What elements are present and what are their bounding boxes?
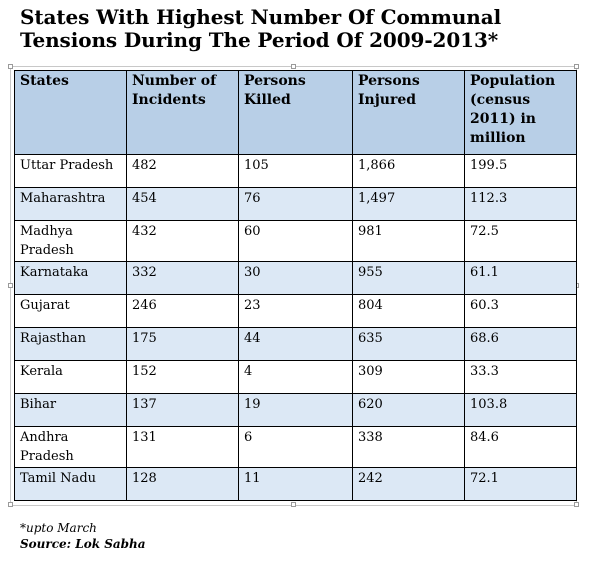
header-population: Population (census 2011) in million (464, 70, 577, 155)
cell-killed: 4 (238, 360, 353, 394)
title-line-1: States With Highest Number Of Communal (20, 5, 502, 29)
cell-injured: 338 (352, 426, 465, 468)
cell-population: 72.5 (464, 220, 577, 262)
cell-injured: 242 (352, 467, 465, 501)
resize-handle-top-center[interactable] (291, 64, 296, 69)
cell-population: 61.1 (464, 261, 577, 295)
table-row: Madhya Pradesh 432 60 981 72.5 (14, 220, 577, 262)
cell-population: 112.3 (464, 187, 577, 221)
header-states: States (14, 70, 127, 155)
cell-incidents: 128 (126, 467, 239, 501)
cell-population: 103.8 (464, 393, 577, 427)
cell-state: Gujarat (14, 294, 127, 328)
cell-population: 33.3 (464, 360, 577, 394)
table-row: Tamil Nadu 128 11 242 72.1 (14, 467, 577, 501)
states-table: States Number of Incidents Persons Kille… (14, 70, 577, 501)
resize-handle-top-right[interactable] (574, 64, 579, 69)
cell-incidents: 175 (126, 327, 239, 361)
cell-incidents: 137 (126, 393, 239, 427)
cell-state: Uttar Pradesh (14, 154, 127, 188)
cell-incidents: 131 (126, 426, 239, 468)
cell-incidents: 482 (126, 154, 239, 188)
header-injured: Persons Injured (352, 70, 465, 155)
table-row: Bihar 137 19 620 103.8 (14, 393, 577, 427)
cell-population: 199.5 (464, 154, 577, 188)
cell-incidents: 454 (126, 187, 239, 221)
cell-injured: 309 (352, 360, 465, 394)
cell-killed: 11 (238, 467, 353, 501)
cell-killed: 19 (238, 393, 353, 427)
footnote: *upto March (20, 521, 97, 535)
resize-handle-top-left[interactable] (8, 64, 13, 69)
cell-state: Rajasthan (14, 327, 127, 361)
cell-killed: 30 (238, 261, 353, 295)
cell-injured: 955 (352, 261, 465, 295)
table-row: Rajasthan 175 44 635 68.6 (14, 327, 577, 361)
header-killed: Persons Killed (238, 70, 353, 155)
table-row: Maharashtra 454 76 1,497 112.3 (14, 187, 577, 221)
cell-state: Bihar (14, 393, 127, 427)
cell-state: Tamil Nadu (14, 467, 127, 501)
table-row: Karnataka 332 30 955 61.1 (14, 261, 577, 295)
table-row: Kerala 152 4 309 33.3 (14, 360, 577, 394)
cell-incidents: 246 (126, 294, 239, 328)
resize-handle-bottom-center[interactable] (291, 502, 296, 507)
cell-injured: 620 (352, 393, 465, 427)
cell-killed: 6 (238, 426, 353, 468)
cell-injured: 635 (352, 327, 465, 361)
cell-killed: 44 (238, 327, 353, 361)
table-header-row: States Number of Incidents Persons Kille… (14, 70, 577, 155)
cell-state: Madhya Pradesh (14, 220, 127, 262)
cell-incidents: 152 (126, 360, 239, 394)
cell-injured: 981 (352, 220, 465, 262)
cell-injured: 1,497 (352, 187, 465, 221)
table-row: Gujarat 246 23 804 60.3 (14, 294, 577, 328)
table-row: Uttar Pradesh 482 105 1,866 199.5 (14, 154, 577, 188)
resize-handle-bottom-left[interactable] (8, 502, 13, 507)
cell-population: 60.3 (464, 294, 577, 328)
page-title: States With Highest Number Of Communal T… (20, 6, 580, 52)
cell-population: 84.6 (464, 426, 577, 468)
cell-killed: 60 (238, 220, 353, 262)
cell-population: 68.6 (464, 327, 577, 361)
cell-state: Kerala (14, 360, 127, 394)
cell-killed: 105 (238, 154, 353, 188)
cell-state: Maharashtra (14, 187, 127, 221)
cell-injured: 1,866 (352, 154, 465, 188)
cell-injured: 804 (352, 294, 465, 328)
cell-killed: 23 (238, 294, 353, 328)
cell-population: 72.1 (464, 467, 577, 501)
cell-state: Andhra Pradesh (14, 426, 127, 468)
resize-handle-middle-left[interactable] (8, 283, 13, 288)
cell-incidents: 332 (126, 261, 239, 295)
cell-killed: 76 (238, 187, 353, 221)
cell-incidents: 432 (126, 220, 239, 262)
title-line-2: Tensions During The Period Of 2009-2013* (20, 28, 499, 52)
source-note: Source: Lok Sabha (20, 537, 146, 551)
cell-state: Karnataka (14, 261, 127, 295)
resize-handle-bottom-right[interactable] (574, 502, 579, 507)
table-row: Andhra Pradesh 131 6 338 84.6 (14, 426, 577, 468)
header-incidents: Number of Incidents (126, 70, 239, 155)
